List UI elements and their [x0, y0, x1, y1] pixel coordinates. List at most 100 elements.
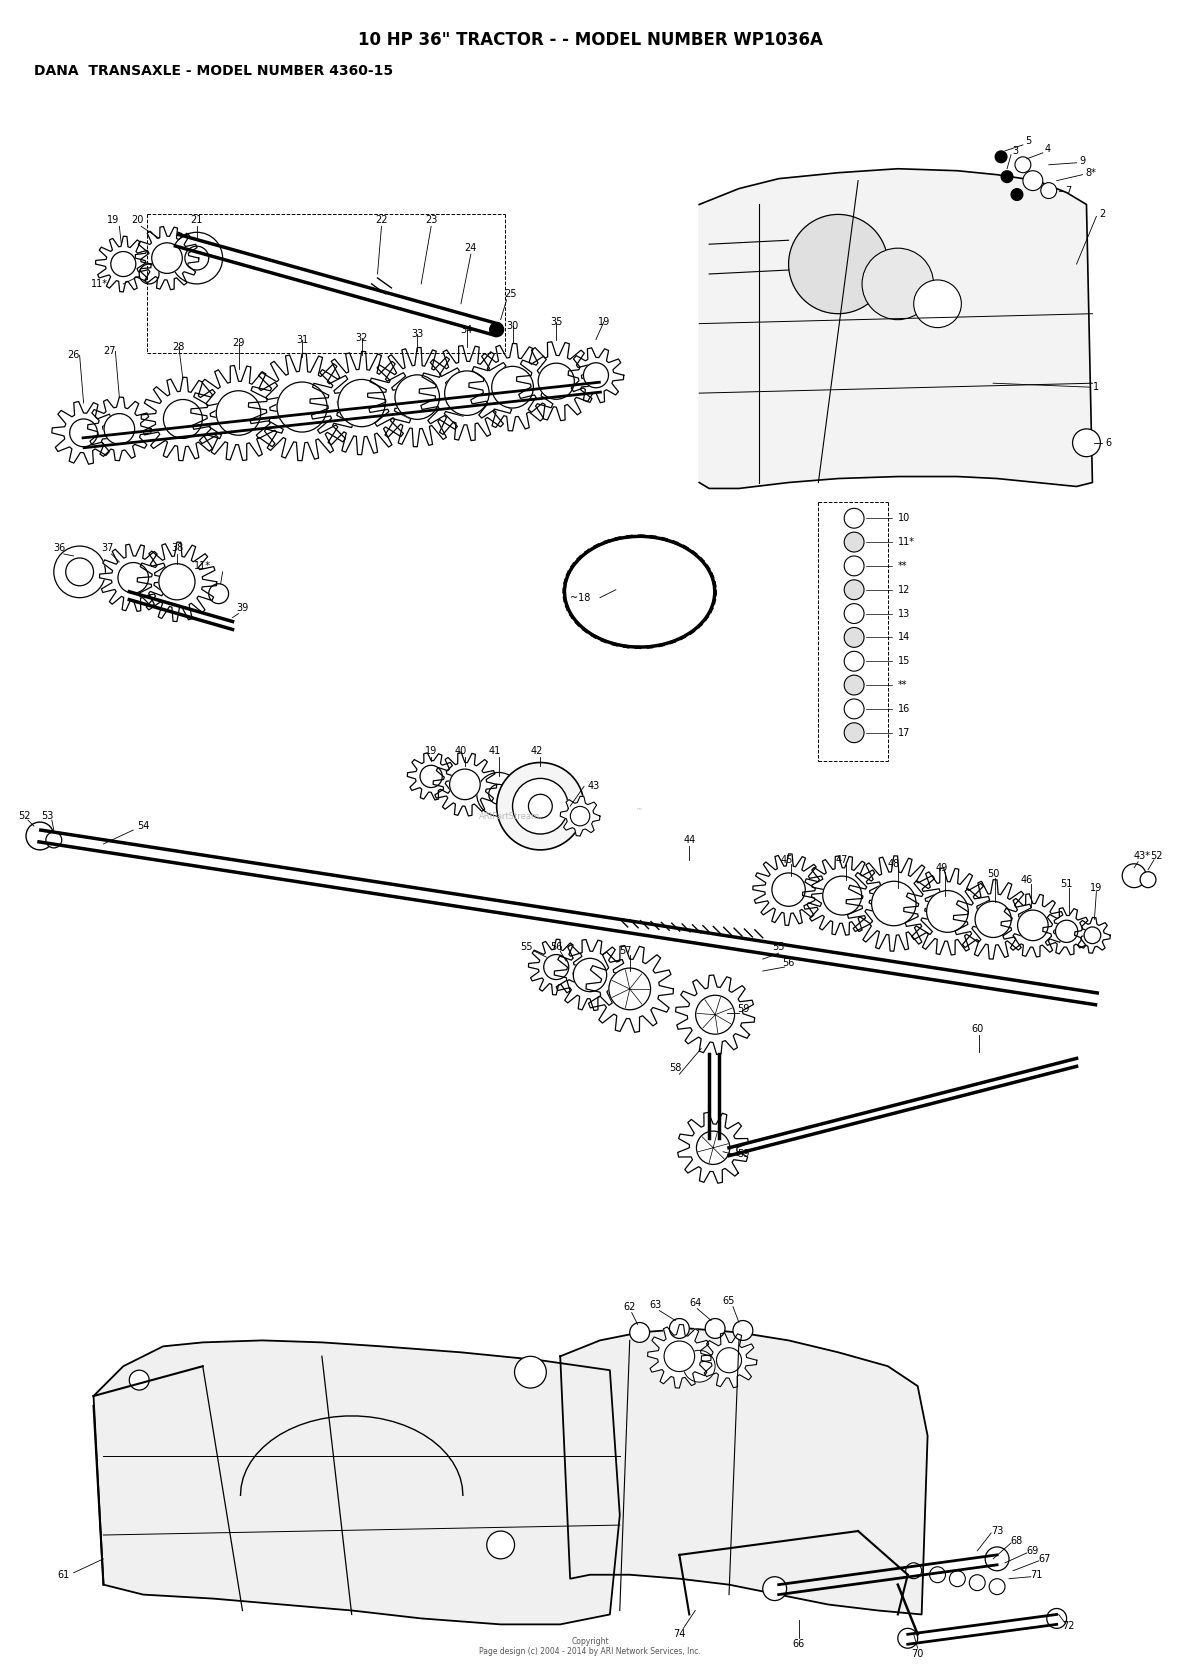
Polygon shape — [1043, 908, 1090, 955]
Text: 47: 47 — [835, 855, 848, 865]
Circle shape — [139, 264, 159, 284]
Circle shape — [420, 766, 442, 788]
Text: 35: 35 — [550, 317, 563, 327]
Text: 36: 36 — [53, 542, 66, 552]
Text: 11*: 11* — [195, 561, 211, 571]
Circle shape — [1122, 865, 1146, 888]
Circle shape — [1047, 1609, 1067, 1629]
Text: 20: 20 — [131, 215, 144, 225]
Circle shape — [822, 876, 861, 915]
Text: 31: 31 — [296, 334, 308, 344]
Circle shape — [486, 1530, 514, 1559]
Circle shape — [209, 584, 229, 604]
Circle shape — [872, 881, 916, 926]
Text: 11*: 11* — [91, 279, 109, 289]
Text: 54: 54 — [137, 821, 150, 831]
Circle shape — [26, 823, 54, 850]
Text: 63: 63 — [649, 1300, 662, 1310]
Text: 72: 72 — [1062, 1621, 1075, 1631]
Circle shape — [844, 604, 864, 624]
Polygon shape — [568, 347, 624, 402]
Text: 10: 10 — [898, 514, 910, 524]
Circle shape — [995, 150, 1007, 164]
Circle shape — [489, 784, 509, 804]
Text: 57: 57 — [620, 946, 632, 956]
Polygon shape — [586, 945, 674, 1033]
Text: 51: 51 — [1061, 878, 1073, 888]
Text: 49: 49 — [936, 863, 948, 873]
Polygon shape — [675, 975, 755, 1055]
Text: 50: 50 — [986, 870, 999, 878]
Circle shape — [1084, 926, 1101, 943]
Text: 30: 30 — [506, 320, 519, 330]
Text: 40: 40 — [454, 746, 467, 756]
Circle shape — [490, 322, 504, 337]
Text: 64: 64 — [689, 1298, 701, 1308]
Circle shape — [1015, 157, 1031, 172]
Circle shape — [733, 1320, 753, 1340]
Text: 60: 60 — [971, 1023, 983, 1033]
Circle shape — [1041, 182, 1056, 199]
Circle shape — [164, 399, 202, 439]
Polygon shape — [96, 237, 151, 292]
Text: 41: 41 — [489, 746, 500, 756]
Polygon shape — [953, 880, 1032, 960]
Circle shape — [844, 651, 864, 671]
Polygon shape — [249, 354, 355, 461]
Circle shape — [152, 242, 182, 274]
Text: 24: 24 — [465, 244, 477, 254]
Circle shape — [683, 1350, 715, 1382]
Text: 67: 67 — [1038, 1554, 1051, 1564]
Circle shape — [772, 873, 805, 906]
Circle shape — [1140, 871, 1156, 888]
Text: 6: 6 — [1106, 437, 1112, 447]
Text: 55: 55 — [773, 943, 785, 953]
Circle shape — [1011, 189, 1023, 200]
Text: 26: 26 — [67, 350, 79, 361]
Circle shape — [696, 995, 735, 1035]
Polygon shape — [136, 227, 198, 290]
Text: 16: 16 — [898, 704, 910, 714]
Circle shape — [544, 955, 569, 980]
Polygon shape — [701, 1334, 756, 1387]
Circle shape — [762, 1577, 787, 1601]
Circle shape — [277, 382, 327, 432]
Circle shape — [573, 958, 607, 991]
Polygon shape — [433, 753, 497, 816]
Circle shape — [1017, 910, 1048, 941]
Circle shape — [216, 391, 261, 436]
Text: 48: 48 — [887, 860, 900, 870]
Text: 55: 55 — [520, 943, 532, 953]
Text: 4: 4 — [1044, 144, 1051, 154]
Circle shape — [497, 763, 584, 850]
Circle shape — [788, 214, 887, 314]
Circle shape — [969, 1576, 985, 1591]
Circle shape — [844, 579, 864, 599]
Text: 1: 1 — [1094, 382, 1100, 392]
Polygon shape — [87, 397, 151, 461]
Circle shape — [171, 232, 223, 284]
Circle shape — [1073, 429, 1101, 457]
Circle shape — [926, 891, 969, 933]
Polygon shape — [846, 856, 942, 951]
Text: 27: 27 — [103, 347, 116, 357]
Text: 56: 56 — [782, 958, 795, 968]
Circle shape — [512, 778, 568, 834]
Circle shape — [450, 769, 480, 799]
Text: 32: 32 — [355, 332, 368, 342]
Circle shape — [844, 723, 864, 743]
Polygon shape — [677, 1112, 748, 1183]
Circle shape — [529, 794, 552, 818]
Text: 34: 34 — [460, 324, 473, 334]
Circle shape — [913, 280, 962, 327]
Text: 33: 33 — [411, 329, 424, 339]
Circle shape — [706, 1319, 725, 1339]
Polygon shape — [560, 796, 599, 836]
Circle shape — [844, 509, 864, 527]
Text: 19: 19 — [425, 746, 438, 756]
Text: 2: 2 — [1100, 209, 1106, 219]
Circle shape — [609, 968, 650, 1010]
Circle shape — [337, 379, 385, 427]
Text: 3: 3 — [1012, 145, 1018, 155]
Text: 9: 9 — [1080, 155, 1086, 165]
